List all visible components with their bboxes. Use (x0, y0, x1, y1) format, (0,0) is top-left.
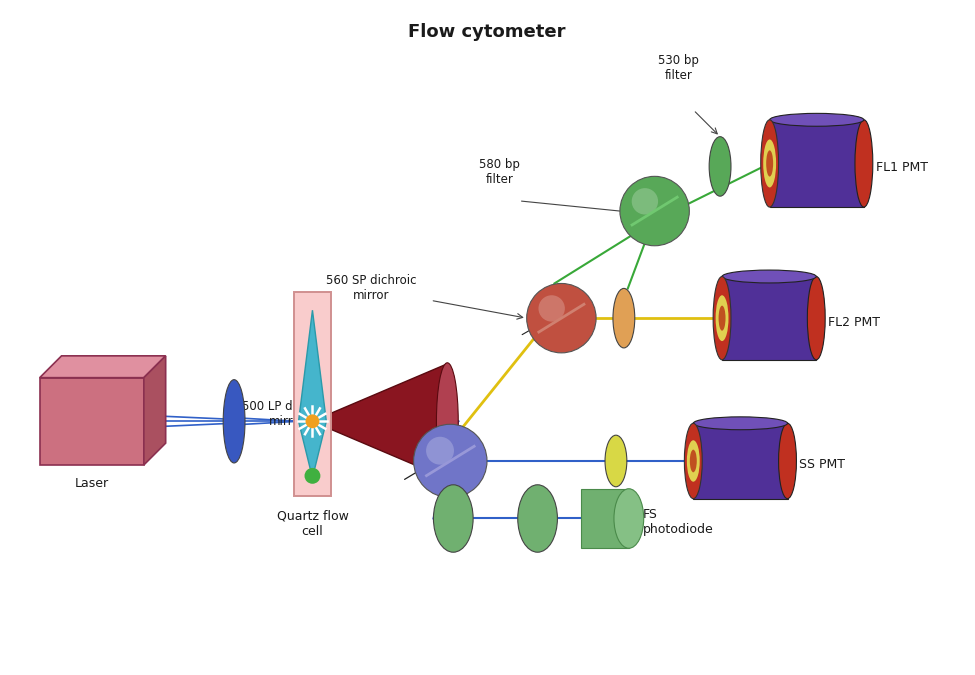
Circle shape (305, 414, 320, 428)
Circle shape (426, 437, 454, 464)
Ellipse shape (719, 306, 725, 331)
Circle shape (538, 295, 565, 321)
Text: 580 bp
filter: 580 bp filter (480, 158, 521, 186)
Polygon shape (298, 310, 327, 478)
Text: Quartz flow
cell: Quartz flow cell (277, 510, 348, 537)
Text: 560 SP dichroic
mirror: 560 SP dichroic mirror (326, 275, 416, 302)
Ellipse shape (693, 417, 788, 430)
Ellipse shape (434, 485, 473, 552)
Ellipse shape (716, 295, 728, 341)
Bar (769, 119, 864, 207)
Ellipse shape (855, 119, 873, 207)
Text: FL2 PMT: FL2 PMT (828, 316, 880, 329)
Text: 500 LP dichroic
mirror: 500 LP dichroic mirror (242, 400, 332, 429)
Circle shape (304, 468, 321, 484)
Bar (581, 489, 629, 548)
Ellipse shape (722, 270, 816, 283)
Circle shape (413, 425, 487, 497)
Text: Flow cytometer: Flow cytometer (409, 23, 566, 40)
Text: 530 bp
filter: 530 bp filter (658, 54, 699, 82)
Ellipse shape (779, 423, 797, 499)
Text: FL1 PMT: FL1 PMT (876, 161, 928, 174)
Bar (693, 423, 788, 499)
Ellipse shape (605, 435, 627, 487)
Polygon shape (322, 364, 448, 479)
Ellipse shape (684, 423, 702, 499)
Bar (40, 378, 144, 465)
Text: SS PMT: SS PMT (800, 458, 845, 471)
Circle shape (632, 188, 658, 215)
Ellipse shape (713, 277, 731, 360)
Ellipse shape (760, 119, 779, 207)
Ellipse shape (807, 277, 825, 360)
Ellipse shape (709, 136, 731, 196)
Ellipse shape (437, 362, 458, 480)
Circle shape (526, 284, 596, 353)
Ellipse shape (613, 288, 635, 348)
Ellipse shape (766, 151, 773, 177)
Ellipse shape (769, 113, 864, 126)
Ellipse shape (690, 450, 697, 472)
Circle shape (620, 176, 689, 246)
Bar (722, 277, 816, 360)
Ellipse shape (686, 440, 700, 482)
Text: FS
photodiode: FS photodiode (643, 508, 714, 537)
Ellipse shape (223, 379, 245, 463)
Ellipse shape (763, 140, 776, 188)
Ellipse shape (518, 485, 558, 552)
Polygon shape (144, 356, 166, 465)
Bar (293, 292, 332, 495)
Polygon shape (40, 356, 166, 378)
Ellipse shape (614, 489, 644, 548)
Text: Laser: Laser (75, 477, 109, 490)
